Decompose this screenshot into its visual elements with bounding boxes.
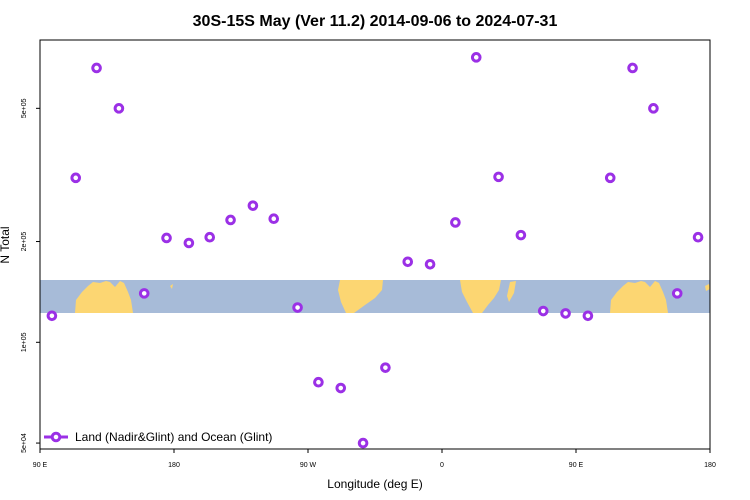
land-madagascar	[507, 281, 516, 302]
data-point	[537, 305, 549, 317]
land-islands-right	[705, 284, 710, 291]
data-point	[225, 214, 236, 226]
data-point	[313, 376, 324, 388]
data-point	[402, 256, 414, 268]
data-point	[292, 302, 303, 313]
legend-marker	[50, 431, 62, 443]
legend-label: Land (Nadir&Glint) and Ocean (Glint)	[75, 430, 272, 444]
x-tick-label: 180	[168, 462, 180, 469]
land-islands-left	[170, 284, 173, 289]
data-point	[493, 171, 504, 183]
plot-area	[40, 40, 710, 449]
data-point	[113, 103, 125, 114]
data-point	[671, 288, 683, 299]
data-point	[357, 437, 369, 449]
data-point	[161, 232, 172, 244]
x-tick-label: 0	[440, 462, 444, 469]
data-point	[470, 52, 482, 63]
y-tick-label: 5e+04	[21, 433, 28, 453]
y-axis-title: N Total	[0, 226, 12, 263]
data-point	[692, 231, 704, 243]
y-tick-label: 2e+05	[21, 232, 28, 252]
data-point	[648, 103, 659, 114]
data-point	[424, 259, 436, 270]
data-point	[247, 200, 259, 211]
y-tick-label: 1e+05	[21, 332, 28, 352]
x-axis: 90 E 180 90 W 0 90 E 180	[33, 449, 716, 469]
data-point	[46, 310, 58, 322]
land-australia-right	[610, 281, 668, 313]
land-south-america	[338, 280, 383, 313]
data-point	[560, 308, 571, 319]
land-australia-left	[75, 281, 133, 313]
legend: Land (Nadir&Glint) and Ocean (Glint)	[44, 430, 272, 444]
data-point	[515, 229, 527, 241]
data-point	[380, 362, 391, 373]
data-point	[91, 62, 102, 74]
data-point	[627, 62, 638, 74]
plot-frame	[39, 39, 711, 450]
world-map-strip	[40, 280, 710, 313]
y-tick-label: 5e+05	[21, 98, 28, 118]
x-tick-label: 90 E	[569, 462, 584, 469]
x-tick-label: 180	[704, 462, 716, 469]
data-point	[183, 237, 195, 249]
data-point	[450, 217, 461, 228]
x-tick-label: 90 E	[33, 462, 48, 469]
data-point	[268, 213, 280, 225]
land-africa	[460, 280, 501, 313]
data-point	[604, 172, 616, 184]
land-masses	[75, 280, 710, 313]
data-point	[582, 310, 594, 322]
x-axis-title: Longitude (deg E)	[327, 477, 422, 491]
data-point	[70, 172, 82, 184]
data-points	[46, 52, 704, 449]
x-tick-label: 90 W	[300, 462, 317, 469]
data-point	[204, 231, 216, 243]
data-point	[138, 288, 150, 299]
data-point	[335, 382, 347, 394]
y-axis: 5e+04 1e+05 2e+05 5e+05	[21, 98, 40, 453]
chart-title: 30S-15S May (Ver 11.2) 2014-09-06 to 202…	[193, 13, 558, 30]
